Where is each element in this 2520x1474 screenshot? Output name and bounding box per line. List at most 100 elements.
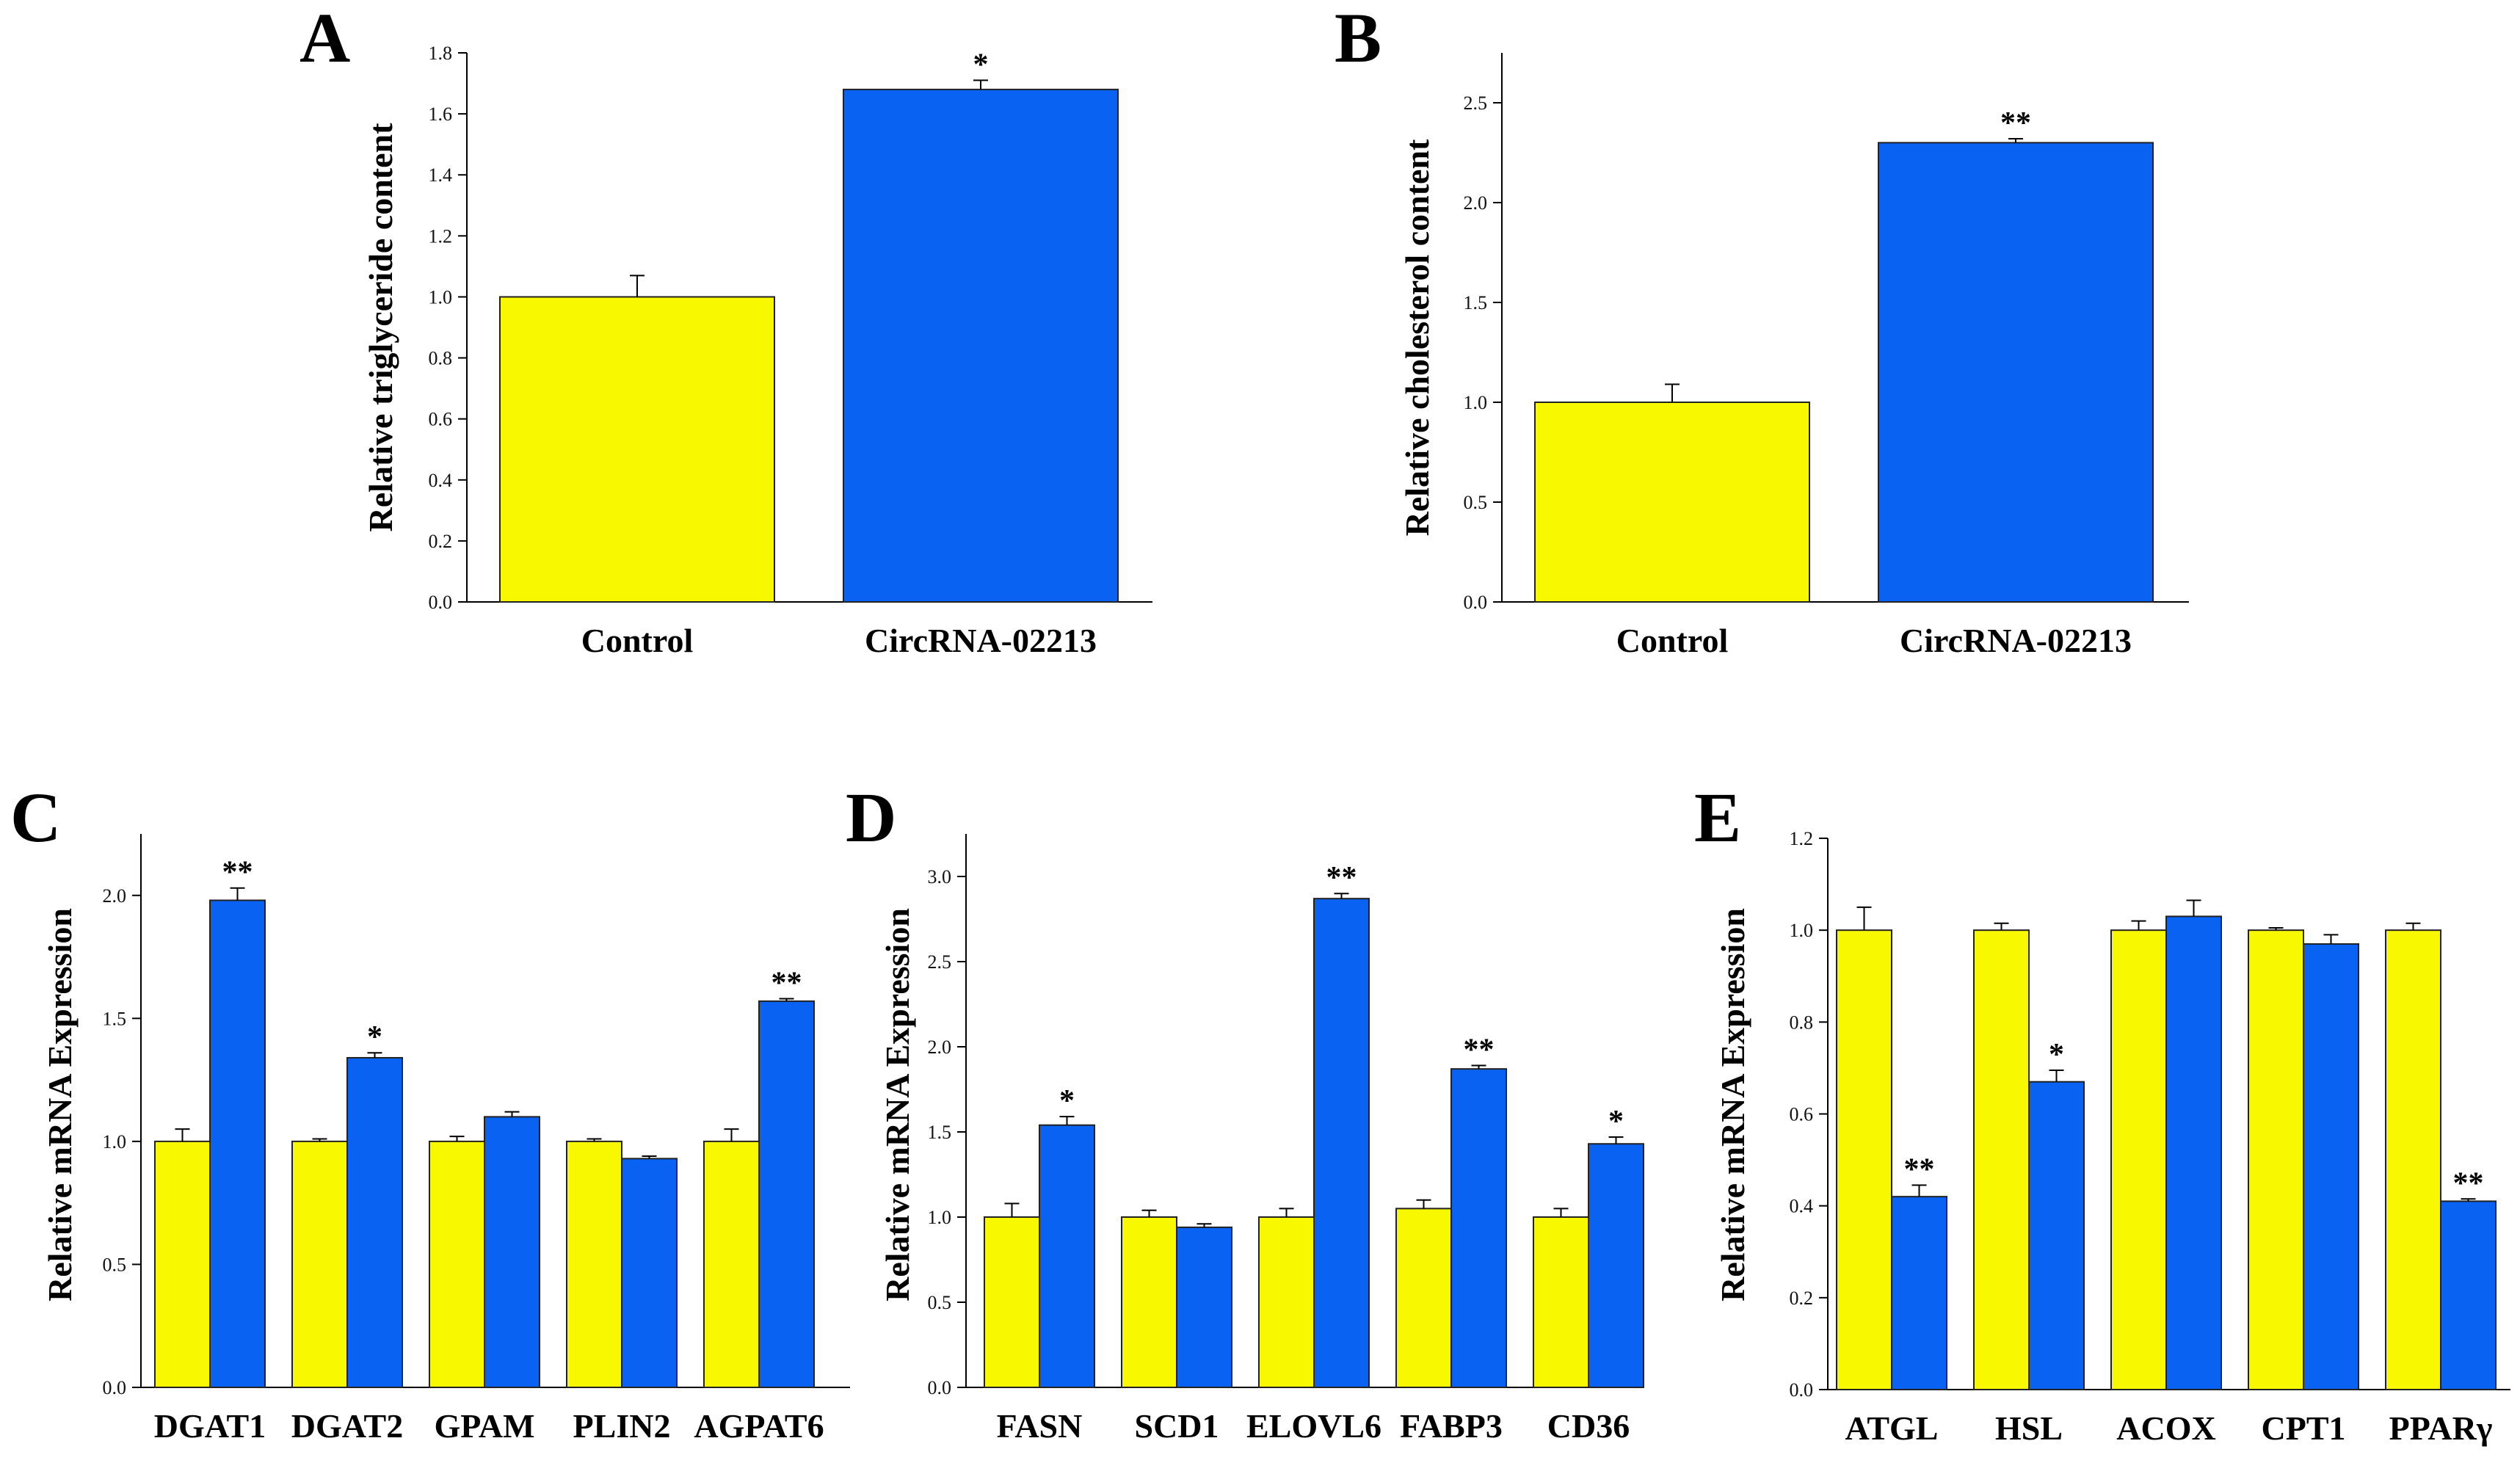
y-tick-label-D: 0.0 [928, 1377, 952, 1398]
bar-D-3-circrna-significance: ** [1326, 861, 1357, 895]
bar-C-3-circrna [484, 1116, 540, 1389]
bar-C-4-circrna [621, 1158, 678, 1388]
bar-D-1-circrna-significance: * [1059, 1084, 1075, 1118]
y-tick-label-A: 1.6 [429, 104, 453, 125]
panel-D: D Relative mRNA Expression 0.0 0.5 1.0 1.5 2… [846, 778, 1644, 1445]
bar-D-3-control [1258, 1216, 1315, 1388]
y-tick-label-A: 1.0 [429, 286, 453, 308]
y-tick-label-A: 1.4 [429, 164, 453, 186]
y-tick-label-A: 0.6 [429, 409, 453, 430]
x-tick-label-E-3: ACOX [2116, 1409, 2215, 1447]
x-tick-label-B-1: Control [1616, 622, 1729, 659]
x-tick-label-E-2: HSL [1995, 1409, 2063, 1447]
y-tick-label-A: 0.4 [429, 470, 453, 491]
bar-C-1-control [154, 1140, 211, 1389]
x-tick-label-D-1: FASN [997, 1407, 1083, 1445]
bar-D-2-circrna [1176, 1226, 1232, 1389]
bar-E-2-circrna [2028, 1081, 2085, 1390]
panel-label-E: E [1694, 778, 1741, 857]
y-tick-label-B: 1.5 [1464, 292, 1488, 313]
bar-D-5-control [1533, 1216, 1589, 1388]
bar-E-1-circrna-significance: ** [1904, 1153, 1935, 1187]
bar-B-2 [1878, 142, 2154, 603]
bar-C-2-circrna [346, 1056, 403, 1389]
bar-E-3-circrna [2165, 915, 2222, 1391]
y-tick-label-B: 0.5 [1464, 492, 1488, 513]
bar-E-4-circrna [2303, 943, 2359, 1390]
bar-E-2-circrna-significance: * [2049, 1038, 2064, 1072]
x-tick-label-C-2: DGAT2 [291, 1407, 404, 1445]
panel-B: B Relative cholesterol content 0.0 0.5 1.0… [1335, 0, 2189, 659]
x-tick-label-B-2: CircRNA-02213 [1900, 622, 2132, 659]
panel-label-D: D [846, 778, 896, 857]
y-axis-label-E: Relative mRNA Expression [1714, 908, 1751, 1301]
y-tick-label-E: 0.2 [1790, 1288, 1814, 1309]
bar-E-2-control [1973, 929, 2030, 1390]
x-tick-label-D-4: FABP3 [1400, 1407, 1503, 1445]
bar-E-3-control [2110, 929, 2167, 1390]
bar-D-1-circrna [1039, 1124, 1095, 1388]
y-tick-label-C: 1.0 [103, 1131, 127, 1152]
bar-D-3-circrna [1313, 898, 1370, 1389]
bar-C-1-circrna [209, 899, 266, 1388]
y-axis-label-D: Relative mRNA Expression [879, 908, 916, 1301]
x-tick-label-E-5: PPARγ [2389, 1409, 2493, 1447]
y-tick-label-D: 0.5 [928, 1292, 952, 1313]
x-tick-label-C-5: AGPAT6 [694, 1407, 824, 1445]
y-tick-label-B: 2.0 [1464, 192, 1488, 214]
bar-D-4-circrna-significance: ** [1464, 1034, 1495, 1067]
y-tick-label-A: 1.2 [429, 225, 453, 247]
bar-C-4-control [566, 1140, 622, 1389]
x-tick-label-A-2: CircRNA-02213 [865, 622, 1097, 659]
bar-C-5-control [703, 1140, 760, 1389]
y-axis-label-A: Relative triglyceride content [362, 123, 399, 532]
bar-E-5-circrna [2440, 1200, 2497, 1390]
panel-label-B: B [1335, 0, 1381, 77]
y-tick-label-E: 0.0 [1790, 1379, 1814, 1401]
y-tick-label-E: 0.4 [1790, 1196, 1814, 1217]
y-tick-label-D: 2.5 [928, 951, 952, 973]
y-tick-label-E: 1.0 [1790, 920, 1814, 941]
x-tick-label-A-1: Control [581, 622, 694, 659]
y-tick-label-B: 0.0 [1464, 592, 1488, 613]
y-tick-label-D: 3.0 [928, 866, 952, 887]
y-tick-label-C: 0.5 [103, 1254, 127, 1275]
x-tick-label-E-1: ATGL [1845, 1409, 1939, 1447]
bar-E-5-circrna-significance: ** [2453, 1166, 2484, 1200]
bar-C-5-circrna [758, 1000, 815, 1389]
y-tick-label-B: 1.0 [1464, 392, 1488, 413]
bar-B-2-significance: ** [2000, 106, 2031, 140]
y-tick-label-C: 2.0 [103, 885, 127, 907]
bar-D-4-control [1395, 1208, 1452, 1389]
panel-label-A: A [299, 0, 350, 77]
bar-A-2 [843, 88, 1119, 603]
y-tick-label-D: 1.0 [928, 1207, 952, 1228]
x-tick-label-C-3: GPAM [434, 1407, 534, 1445]
panel-E: E Relative mRNA Expression 0.0 0.2 0.4 0.6 0… [1694, 778, 2510, 1447]
y-tick-label-B: 2.5 [1464, 92, 1488, 114]
panel-label-C: C [10, 778, 61, 857]
y-tick-label-A: 1.8 [429, 43, 453, 64]
y-tick-label-A: 0.8 [429, 348, 453, 369]
y-axis-label-B: Relative cholesterol content [1398, 139, 1436, 536]
bar-E-1-circrna [1891, 1196, 1947, 1391]
x-tick-label-C-4: PLIN2 [573, 1407, 671, 1445]
y-tick-label-C: 1.5 [103, 1008, 127, 1029]
y-tick-label-E: 0.8 [1790, 1012, 1814, 1033]
bar-C-5-circrna-significance: ** [771, 967, 802, 1001]
y-tick-label-C: 0.0 [103, 1377, 127, 1398]
bar-E-4-control [2248, 929, 2304, 1390]
panel-C: C Relative mRNA Expression 0.0 0.5 1.0 1.5 2… [10, 778, 850, 1445]
bar-E-5-control [2385, 929, 2441, 1390]
x-tick-label-E-4: CPT1 [2262, 1409, 2346, 1447]
y-tick-label-A: 0.2 [429, 531, 453, 552]
y-tick-label-E: 1.2 [1790, 828, 1814, 849]
x-tick-label-D-3: ELOVL6 [1246, 1407, 1381, 1445]
bar-A-2-significance: * [973, 48, 989, 81]
bar-D-4-circrna [1450, 1068, 1507, 1389]
y-tick-label-A: 0.0 [429, 592, 453, 613]
y-tick-label-E: 0.6 [1790, 1104, 1814, 1125]
bar-E-1-control [1836, 929, 1892, 1390]
bar-C-1-circrna-significance: ** [222, 856, 253, 890]
